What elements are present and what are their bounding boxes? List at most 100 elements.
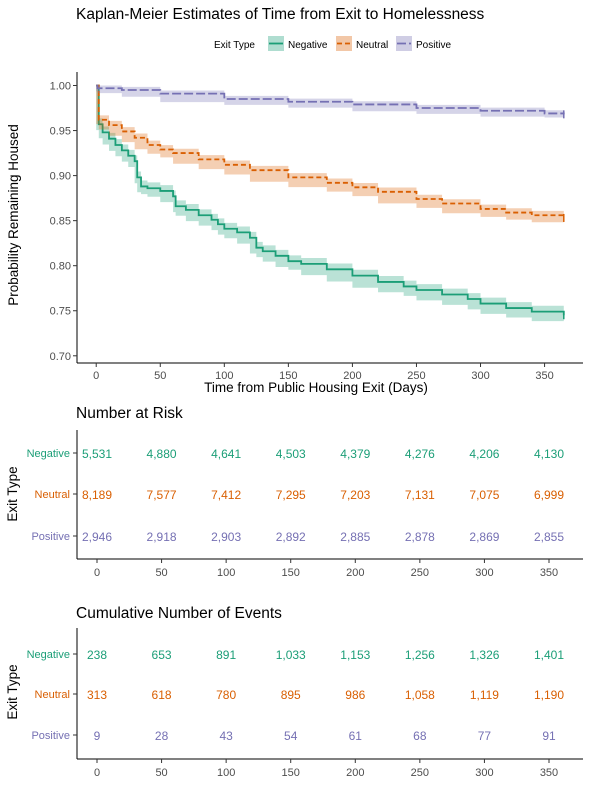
table-cell: 2,878 (405, 530, 435, 544)
table-cell: 1,256 (405, 648, 435, 662)
table-cell: 895 (281, 688, 301, 702)
legend-label-neutral: Neutral (356, 40, 388, 51)
y-tick-label: 0.95 (50, 126, 71, 138)
table-cell: 61 (349, 729, 363, 743)
y-tick-label: 0.70 (50, 351, 71, 363)
table-cell: 7,203 (340, 488, 370, 502)
table-cell: 4,880 (147, 447, 177, 461)
legend-label-negative: Negative (288, 40, 328, 51)
survival-curve-neutral (96, 84, 565, 218)
table-x-tick-label: 350 (540, 767, 558, 779)
table-cell: 4,379 (340, 447, 370, 461)
survival-curve-positive (96, 84, 565, 115)
table-x-tick-label: 150 (282, 567, 300, 579)
table-cell: 313 (87, 688, 107, 702)
row-label-negative: Negative (27, 649, 70, 661)
table-x-tick-label: 300 (475, 567, 493, 579)
table-cell: 780 (216, 688, 236, 702)
table-cell: 28 (155, 729, 169, 743)
table-cell: 4,503 (276, 447, 306, 461)
table-cell: 7,075 (469, 488, 499, 502)
chart-title: Kaplan-Meier Estimates of Time from Exit… (76, 6, 485, 23)
legend: Exit Type Negative Neutral Positive (214, 36, 451, 51)
table-x-tick-label: 0 (94, 567, 100, 579)
x-axis-label: Time from Public Housing Exit (Days) (204, 380, 428, 395)
table-cell: 2,892 (276, 530, 306, 544)
table-cell: 8,189 (82, 488, 112, 502)
table-cell: 77 (478, 729, 492, 743)
y-tick-label: 1.00 (50, 81, 71, 93)
table-x-tick-label: 0 (94, 767, 100, 779)
table-cell: 4,206 (469, 447, 499, 461)
table-cell: 9 (94, 729, 101, 743)
table-cell: 68 (413, 729, 427, 743)
table-x-tick-label: 100 (217, 567, 235, 579)
x-tick-label: 350 (535, 370, 553, 382)
table-x-tick-label: 200 (346, 567, 364, 579)
table-cell: 43 (219, 729, 233, 743)
km-survival-plot: Kaplan-Meier Estimates of Time from Exit… (6, 6, 583, 395)
table-cell: 238 (87, 648, 107, 662)
y-tick-label: 0.90 (50, 171, 71, 183)
row-label-positive: Positive (31, 730, 70, 742)
table-title: Cumulative Number of Events (76, 605, 282, 622)
x-tick-label: 250 (407, 370, 425, 382)
x-tick-label: 0 (93, 370, 99, 382)
table-cell: 7,412 (211, 488, 241, 502)
confidence-band-negative (96, 85, 564, 322)
table-cell: 4,130 (534, 447, 564, 461)
number-at-risk-table: Number at Risk 0 50 100 150 200 250 300 350 Negat… (5, 405, 583, 579)
table-cell: 2,885 (340, 530, 370, 544)
table-cell: 1,119 (470, 688, 499, 702)
y-tick-label: 0.75 (50, 306, 71, 318)
survival-curve-negative (96, 84, 565, 316)
table-y-axis-label: Exit Type (5, 664, 20, 719)
legend-title: Exit Type (214, 40, 255, 51)
table-cell: 1,153 (340, 648, 370, 662)
y-tick-label: 0.80 (50, 261, 71, 273)
table-x-tick-label: 200 (346, 767, 364, 779)
table-cell: 2,869 (469, 530, 499, 544)
table-x-tick-label: 250 (411, 567, 429, 579)
table-x-tick-label: 50 (155, 567, 167, 579)
legend-label-positive: Positive (416, 40, 451, 51)
table-cell: 618 (152, 688, 172, 702)
x-tick-label: 150 (279, 370, 297, 382)
table-cell: 1,401 (534, 648, 564, 662)
confidence-band-positive (96, 85, 564, 118)
table-cell: 2,855 (534, 530, 564, 544)
table-x-tick-label: 350 (540, 567, 558, 579)
table-cell: 4,641 (211, 447, 241, 461)
x-tick-label: 300 (471, 370, 489, 382)
table-x-tick-label: 50 (155, 767, 167, 779)
table-cell: 54 (284, 729, 298, 743)
table-cell: 986 (345, 688, 365, 702)
y-tick-label: 0.85 (50, 216, 71, 228)
table-x-tick-label: 100 (217, 767, 235, 779)
table-cell: 5,531 (82, 447, 112, 461)
table-cell: 2,946 (82, 530, 112, 544)
row-label-neutral: Neutral (35, 689, 70, 701)
table-cell: 91 (542, 729, 556, 743)
table-cell: 2,918 (147, 530, 177, 544)
table-cell: 1,190 (534, 688, 564, 702)
x-tick-label: 200 (343, 370, 361, 382)
table-cell: 2,903 (211, 530, 241, 544)
table-cell: 4,276 (405, 447, 435, 461)
row-label-positive: Positive (31, 531, 70, 543)
table-cell: 1,033 (276, 648, 306, 662)
cumulative-events-table: Cumulative Number of Events 0 50 100 150 200 2… (5, 605, 583, 779)
legend-swatch-neutral (336, 36, 352, 51)
table-cell: 7,131 (405, 488, 435, 502)
y-axis-label: Probability Remaining Housed (6, 124, 21, 306)
table-cell: 1,326 (469, 648, 499, 662)
table-cell: 7,295 (276, 488, 306, 502)
table-y-axis-label: Exit Type (5, 466, 20, 521)
table-title: Number at Risk (76, 405, 183, 422)
row-label-negative: Negative (27, 448, 70, 460)
table-cell: 1,058 (405, 688, 435, 702)
table-cell: 891 (216, 648, 236, 662)
table-cell: 653 (152, 648, 172, 662)
table-x-tick-label: 150 (282, 767, 300, 779)
